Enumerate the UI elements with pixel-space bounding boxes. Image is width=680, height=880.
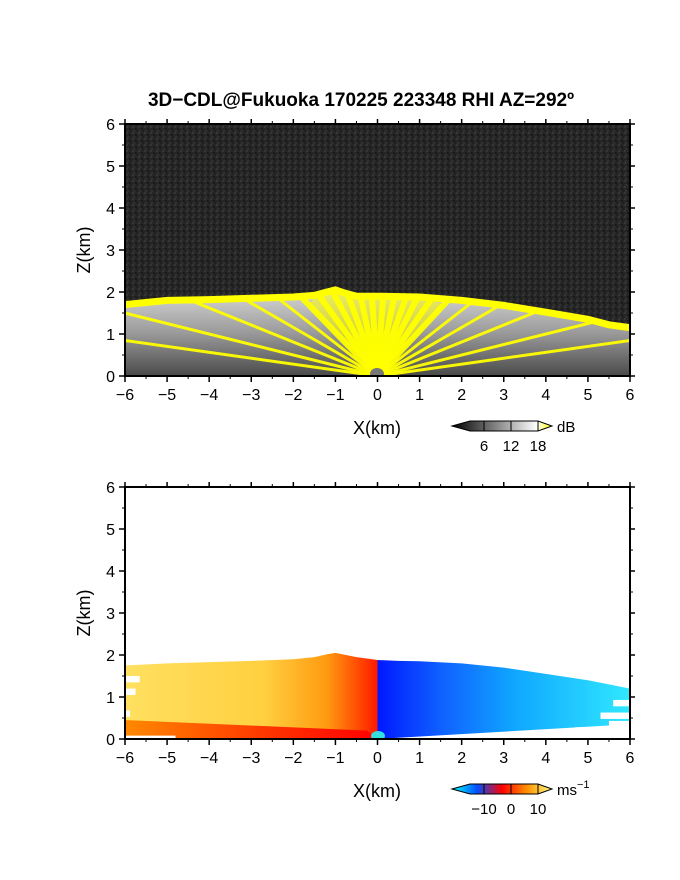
y-tick-label: 2 <box>106 648 115 665</box>
y-tick-label: 2 <box>106 285 115 302</box>
velocity-xlabel: X(km) <box>353 781 401 801</box>
reflectivity-axes: −6 −5 −4 −3 −2 −1 0 1 2 3 4 5 6 0 1 2 3 4 5 6 <box>106 117 635 404</box>
reflectivity-xlabel: X(km) <box>353 418 401 438</box>
x-tick-label: −5 <box>158 750 176 767</box>
missing-data-gap <box>125 710 131 717</box>
reflectivity-plot-area <box>125 124 630 376</box>
x-tick-label: −2 <box>284 750 302 767</box>
velocity-colorbar-ramp <box>450 783 554 795</box>
x-tick-label: −6 <box>116 750 134 767</box>
yellow-ray <box>377 311 630 376</box>
velocity-colorbar-ticks: −10 0 10 <box>471 784 546 818</box>
y-tick-label: 1 <box>106 327 115 344</box>
x-tick-label: −3 <box>242 750 260 767</box>
x-tick-label: 6 <box>626 750 635 767</box>
reflectivity-ylabel: Z(km) <box>74 227 94 274</box>
x-tick-label: 2 <box>457 750 466 767</box>
colorbar-tick-label: 10 <box>530 801 547 818</box>
y-tick-label: 4 <box>106 564 115 581</box>
missing-data-gaps <box>125 676 630 739</box>
x-tick-label: 0 <box>373 750 382 767</box>
echo-top-highlight <box>125 286 630 332</box>
missing-data-gap <box>600 712 630 719</box>
missing-data-gap <box>125 676 140 683</box>
velocity-colorbar: −10 0 10 ms−1 <box>450 779 590 818</box>
colorbar-tick-label: 12 <box>503 438 520 455</box>
x-tick-label: −5 <box>158 387 176 404</box>
x-tick-label: 5 <box>583 387 592 404</box>
y-tick-label: 6 <box>106 117 115 134</box>
x-tick-label: −2 <box>284 387 302 404</box>
velocity-plot-area <box>125 652 630 739</box>
reflectivity-colorbar-ticks: 6 12 18 <box>480 421 547 455</box>
x-tick-label: 3 <box>499 750 508 767</box>
missing-data-corner <box>392 728 630 739</box>
y-tick-label: 4 <box>106 201 115 218</box>
yellow-core <box>310 289 445 376</box>
approaching-low-layer <box>125 720 378 739</box>
x-tick-label: 0 <box>373 387 382 404</box>
velocity-ylabel: Z(km) <box>74 590 94 637</box>
missing-data-gap <box>125 688 136 695</box>
yellow-ray <box>125 311 378 376</box>
x-tick-label: −1 <box>326 750 344 767</box>
x-tick-label: 1 <box>415 387 424 404</box>
missing-data-gap <box>613 699 630 707</box>
yellow-ray <box>377 338 630 376</box>
figure-title: 3D−CDL@Fukuoka 170225 223348 RHI AZ=292º <box>148 90 574 111</box>
x-tick-label: 4 <box>541 387 550 404</box>
receding-region <box>377 660 630 739</box>
colorbar-tick-label: −10 <box>471 801 496 818</box>
reflectivity-colorbar: 6 12 18 dB <box>450 419 575 455</box>
y-tick-label: 3 <box>106 243 115 260</box>
missing-data-gap <box>125 735 176 739</box>
x-tick-label: 4 <box>541 750 550 767</box>
velocity-axes: −6 −5 −4 −3 −2 −1 0 1 2 3 4 5 6 0 1 2 3 4 5 6 <box>106 480 635 767</box>
x-tick-label: 5 <box>583 750 592 767</box>
y-tick-label: 0 <box>106 369 115 386</box>
radar-site-marker <box>370 368 384 376</box>
yellow-rays <box>125 124 630 376</box>
x-tick-label: 3 <box>499 387 508 404</box>
colorbar-tick-label: 6 <box>480 438 488 455</box>
y-tick-label: 1 <box>106 690 115 707</box>
reflectivity-colorbar-unit: dB <box>557 419 575 436</box>
y-tick-label: 6 <box>106 480 115 497</box>
missing-data-gap <box>608 720 630 728</box>
ray-mask <box>125 124 630 328</box>
x-tick-label: −6 <box>116 387 134 404</box>
yellow-ray <box>125 338 378 376</box>
approaching-region <box>125 652 378 739</box>
reflectivity-colorbar-ramp <box>450 420 554 432</box>
x-tick-label: −3 <box>242 387 260 404</box>
x-tick-label: −1 <box>326 387 344 404</box>
x-tick-label: −4 <box>200 387 218 404</box>
y-tick-label: 0 <box>106 732 115 749</box>
x-tick-label: 2 <box>457 387 466 404</box>
y-tick-label: 3 <box>106 606 115 623</box>
y-tick-label: 5 <box>106 522 115 539</box>
colorbar-tick-label: 0 <box>507 801 515 818</box>
colorbar-tick-label: 18 <box>530 438 547 455</box>
y-tick-label: 5 <box>106 159 115 176</box>
radar-site-marker-2 <box>371 731 385 739</box>
velocity-colorbar-unit: ms−1 <box>557 779 590 799</box>
x-tick-label: 6 <box>626 387 635 404</box>
x-tick-label: 1 <box>415 750 424 767</box>
x-tick-label: −4 <box>200 750 218 767</box>
